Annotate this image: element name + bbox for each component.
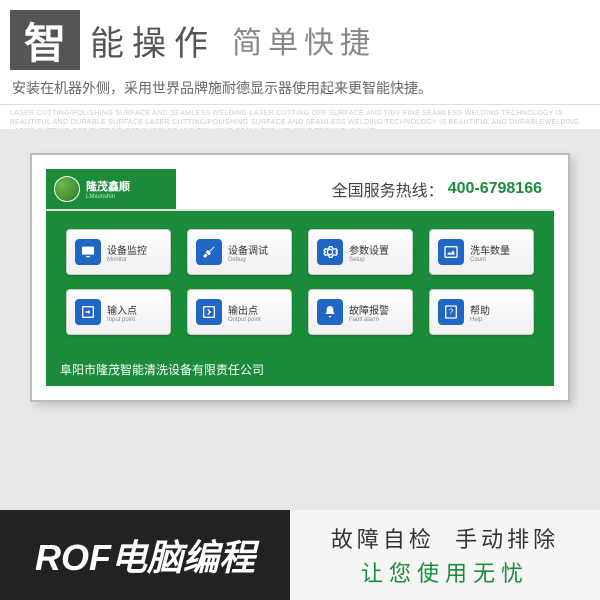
tile-label: 参数设置: [349, 242, 389, 257]
monitor-icon: [75, 239, 101, 265]
hotline: 全国服务热线： 400-6798166: [176, 169, 554, 209]
description-line: 安装在机器外侧，采用世界品牌施耐德显示器使用起来更智能快捷。: [0, 74, 600, 105]
logo-cn: 隆茂鑫顺: [86, 178, 130, 194]
image-icon: [438, 239, 464, 265]
tile-label: 设备调试: [228, 242, 268, 257]
svg-text:?: ?: [449, 308, 454, 317]
title-main: 能操作: [90, 16, 216, 65]
input-icon: [75, 299, 101, 325]
tile-count[interactable]: 洗车数量Count: [429, 229, 534, 275]
screen-header: 隆茂鑫顺 LMxunshin 全国服务热线： 400-6798166: [46, 169, 554, 211]
zhi-badge: 智: [10, 10, 80, 70]
faint-background-text: LASER CUTTING/POLISHING SURFACE AND SEAM…: [0, 105, 600, 129]
tile-input[interactable]: 输入点Input point: [66, 289, 171, 335]
tile-sublabel: Count: [470, 257, 510, 263]
logo-area: 隆茂鑫顺 LMxunshin: [46, 169, 176, 209]
tile-sublabel: Output point: [228, 317, 261, 323]
screen-area: 隆茂鑫顺 LMxunshin 全国服务热线： 400-6798166 设备监控M…: [0, 129, 600, 422]
gear-icon: [317, 239, 343, 265]
tile-monitor[interactable]: 设备监控Monitor: [66, 229, 171, 275]
bottom-line2: 让您使用无忧: [361, 556, 529, 588]
help-icon: ?: [438, 299, 464, 325]
tile-label: 洗车数量: [470, 242, 510, 257]
tile-sublabel: Input point: [107, 317, 137, 323]
tile-sublabel: Setup: [349, 257, 389, 263]
screen-footer: 阜阳市隆茂智能清洗设备有限责任公司: [46, 353, 554, 386]
tile-label: 故障报警: [349, 302, 389, 317]
tools-icon: [196, 239, 222, 265]
tile-label: 输出点: [228, 302, 261, 317]
tile-alarm[interactable]: 故障报警Fault alarm: [308, 289, 413, 335]
tile-label: 设备监控: [107, 242, 147, 257]
bottom-line1: 故障自检 手动排除: [331, 522, 559, 554]
tile-output[interactable]: 输出点Output point: [187, 289, 292, 335]
hotline-label: 全国服务热线：: [332, 177, 444, 201]
top-header: 智 能操作 简单快捷: [0, 0, 600, 74]
tile-label: 输入点: [107, 302, 137, 317]
tile-sublabel: Fault alarm: [349, 317, 389, 323]
tile-debug[interactable]: 设备调试Debug: [187, 229, 292, 275]
tile-sublabel: Monitor: [107, 257, 147, 263]
bell-icon: [317, 299, 343, 325]
bottom-left-title: ROF电脑编程: [0, 510, 290, 600]
tile-label: 帮助: [470, 302, 490, 317]
output-icon: [196, 299, 222, 325]
bottom-right: 故障自检 手动排除 让您使用无忧: [290, 510, 600, 600]
bottom-band: ROF电脑编程 故障自检 手动排除 让您使用无忧: [0, 510, 600, 600]
touchscreen: 隆茂鑫顺 LMxunshin 全国服务热线： 400-6798166 设备监控M…: [46, 169, 554, 386]
title-sub: 简单快捷: [232, 18, 376, 62]
tile-grid: 设备监控Monitor 设备调试Debug 参数设置Setup 洗车数量Coun…: [46, 211, 554, 353]
tile-help[interactable]: ? 帮助Help: [429, 289, 534, 335]
tile-sublabel: Debug: [228, 257, 268, 263]
logo-en: LMxunshin: [86, 194, 130, 200]
tile-sublabel: Help: [470, 317, 490, 323]
logo-icon: [54, 176, 80, 202]
tile-setup[interactable]: 参数设置Setup: [308, 229, 413, 275]
monitor-frame: 隆茂鑫顺 LMxunshin 全国服务热线： 400-6798166 设备监控M…: [30, 153, 570, 402]
hotline-number: 400-6798166: [448, 180, 542, 198]
